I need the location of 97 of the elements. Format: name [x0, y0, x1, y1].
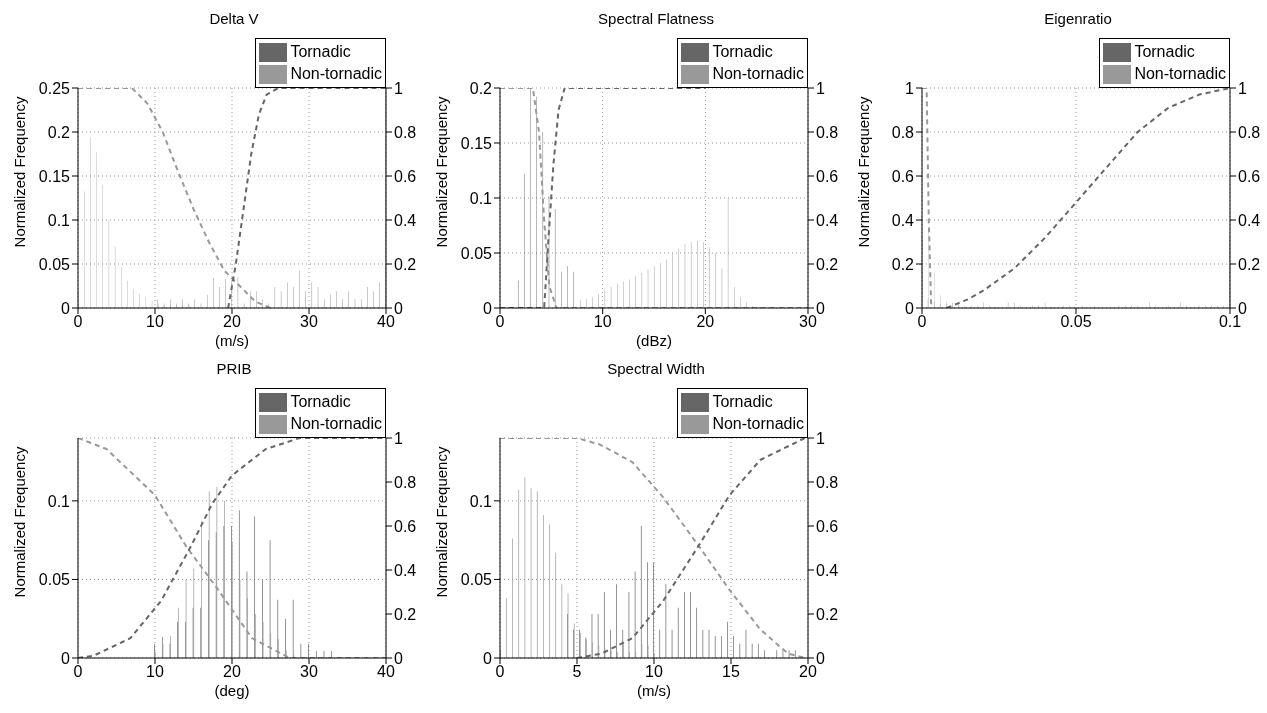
y-tick-label: 0.2: [891, 255, 915, 273]
legend-label: Tornadic: [712, 393, 773, 411]
y-tick-label: 0.4: [891, 211, 915, 229]
x-tick-label: 15: [722, 663, 740, 681]
y2-tick-label: 0.6: [394, 517, 417, 535]
y-tick-label: 0.1: [469, 492, 493, 510]
y2-tick-label: 1: [816, 79, 825, 97]
legend-label: Tornadic: [290, 393, 351, 411]
x-tick-label: 10: [146, 313, 164, 331]
y-tick-label: 0.15: [38, 167, 71, 185]
y2-tick-label: 0.2: [394, 255, 417, 273]
y-tick-label: 0: [61, 299, 71, 317]
y2-tick-label: 0.6: [816, 167, 839, 185]
y2-tick-label: 0.4: [1238, 211, 1261, 229]
y-tick-label: 0.6: [891, 167, 915, 185]
x-tick-label: 30: [300, 313, 318, 331]
legend-label: Non-tornadic: [290, 415, 382, 433]
y2-tick-label: 0.4: [394, 211, 417, 229]
x-tick-label: 0: [917, 313, 927, 331]
x-axis-title: (deg): [214, 682, 250, 699]
y2-tick-label: 0: [394, 299, 403, 317]
legend-label: Tornadic: [712, 43, 773, 61]
y2-tick-label: 0.6: [394, 167, 417, 185]
y-tick-label: 0.05: [38, 255, 71, 273]
y-tick-label: 0.15: [460, 134, 493, 152]
x-tick-label: 10: [645, 663, 663, 681]
x-axis-title: (m/s): [214, 332, 250, 349]
y2-tick-label: 1: [816, 429, 825, 447]
legend-label: Non-tornadic: [712, 65, 804, 83]
x-tick-label: 40: [377, 313, 395, 331]
x-tick-label: 20: [799, 663, 817, 681]
y2-tick-label: 0.2: [816, 605, 839, 623]
y2-tick-label: 0.6: [1238, 167, 1261, 185]
y-tick-label: 0: [483, 649, 493, 667]
y2-tick-label: 0: [816, 299, 825, 317]
y-tick-label: 0.1: [47, 492, 71, 510]
y-tick-label: 0: [905, 299, 915, 317]
x-tick-label: 0.05: [1060, 313, 1092, 331]
legend-label: Tornadic: [1134, 43, 1195, 61]
y2-tick-label: 0.4: [816, 561, 839, 579]
x-tick-label: 5: [572, 663, 582, 681]
y-tick-label: 0.8: [891, 123, 915, 141]
x-tick-label: 40: [377, 663, 395, 681]
y2-tick-label: 0.2: [1238, 255, 1261, 273]
y-axis-title: Normalized Frequency: [11, 95, 29, 250]
y-tick-label: 0.05: [460, 571, 493, 589]
y2-tick-label: 0: [816, 649, 825, 667]
x-axis-title: (dBz): [636, 332, 672, 349]
legend-label: Non-tornadic: [1134, 65, 1226, 83]
y-tick-label: 0.2: [469, 79, 493, 97]
y2-tick-label: 1: [394, 79, 403, 97]
x-tick-label: 20: [223, 313, 241, 331]
legend-label: Non-tornadic: [712, 415, 804, 433]
legend-label: Tornadic: [290, 43, 351, 61]
chart-title: Spectral Flatness: [597, 9, 715, 29]
chart-title: Spectral Width: [606, 359, 706, 379]
y-tick-label: 0.2: [47, 123, 71, 141]
y2-tick-label: 0.8: [1238, 123, 1261, 141]
y-tick-label: 0.25: [38, 79, 71, 97]
x-tick-label: 0: [495, 313, 505, 331]
y-tick-label: 0: [61, 649, 71, 667]
y-axis-title: Normalized Frequency: [11, 445, 29, 600]
y2-tick-label: 0.4: [816, 211, 839, 229]
y2-tick-label: 0: [394, 649, 403, 667]
y2-tick-label: 1: [1238, 79, 1247, 97]
y2-tick-label: 0.4: [394, 561, 417, 579]
y-tick-label: 1: [905, 79, 915, 97]
y-tick-label: 0.1: [47, 211, 71, 229]
x-tick-label: 20: [696, 313, 715, 331]
x-tick-label: 20: [223, 663, 241, 681]
chart-title: PRIB: [215, 359, 253, 379]
y2-tick-label: 0.2: [394, 605, 417, 623]
x-tick-label: 0: [73, 663, 83, 681]
x-tick-label: 30: [300, 663, 318, 681]
y2-tick-label: 0.8: [394, 473, 417, 491]
y2-tick-label: 1: [394, 429, 403, 447]
y2-tick-label: 0.6: [816, 517, 839, 535]
chart-title: Eigenratio: [1043, 9, 1113, 29]
y-axis-title: Normalized Frequency: [855, 95, 873, 250]
y-tick-label: 0.1: [469, 189, 493, 207]
y2-tick-label: 0.2: [816, 255, 839, 273]
x-axis-title: (m/s): [636, 682, 672, 699]
x-tick-label: 0: [495, 663, 505, 681]
x-tick-label: 10: [146, 663, 164, 681]
legend-label: Non-tornadic: [290, 65, 382, 83]
x-tick-label: 0: [73, 313, 83, 331]
x-tick-label: 30: [799, 313, 817, 331]
y2-tick-label: 0.8: [394, 123, 417, 141]
y2-tick-label: 0.8: [816, 123, 839, 141]
chart-title: Delta V: [208, 9, 260, 29]
y-tick-label: 0: [483, 299, 493, 317]
y-tick-label: 0.05: [460, 244, 493, 262]
y2-tick-label: 0.8: [816, 473, 839, 491]
x-tick-label: 10: [593, 313, 612, 331]
y-axis-title: Normalized Frequency: [433, 95, 451, 250]
y-tick-label: 0.05: [38, 571, 71, 589]
y-axis-title: Normalized Frequency: [433, 445, 451, 600]
